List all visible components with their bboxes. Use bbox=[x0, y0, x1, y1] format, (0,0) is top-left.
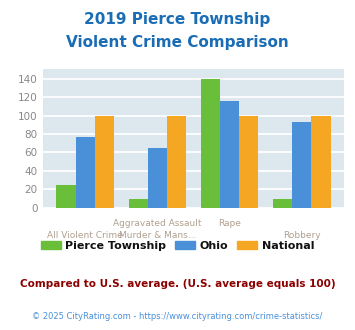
Bar bbox=[95, 115, 114, 208]
Bar bbox=[56, 185, 76, 208]
Bar bbox=[167, 115, 186, 208]
Text: Murder & Mans...: Murder & Mans... bbox=[119, 231, 196, 241]
Bar bbox=[220, 101, 239, 208]
Text: © 2025 CityRating.com - https://www.cityrating.com/crime-statistics/: © 2025 CityRating.com - https://www.city… bbox=[32, 312, 323, 321]
Bar bbox=[311, 115, 331, 208]
Text: Violent Crime Comparison: Violent Crime Comparison bbox=[66, 35, 289, 50]
Bar bbox=[148, 148, 167, 208]
Text: 2019 Pierce Township: 2019 Pierce Township bbox=[84, 12, 271, 26]
Text: Aggravated Assault: Aggravated Assault bbox=[113, 219, 202, 228]
Legend: Pierce Township, Ohio, National: Pierce Township, Ohio, National bbox=[37, 237, 318, 255]
Text: Rape: Rape bbox=[218, 219, 241, 228]
Text: Robbery: Robbery bbox=[283, 231, 321, 241]
Bar bbox=[201, 80, 220, 208]
Bar bbox=[292, 122, 311, 208]
Bar bbox=[273, 199, 292, 208]
Bar bbox=[239, 115, 258, 208]
Bar bbox=[76, 137, 95, 208]
Text: All Violent Crime: All Violent Crime bbox=[47, 231, 123, 241]
Text: Compared to U.S. average. (U.S. average equals 100): Compared to U.S. average. (U.S. average … bbox=[20, 279, 335, 289]
Bar bbox=[129, 199, 148, 208]
